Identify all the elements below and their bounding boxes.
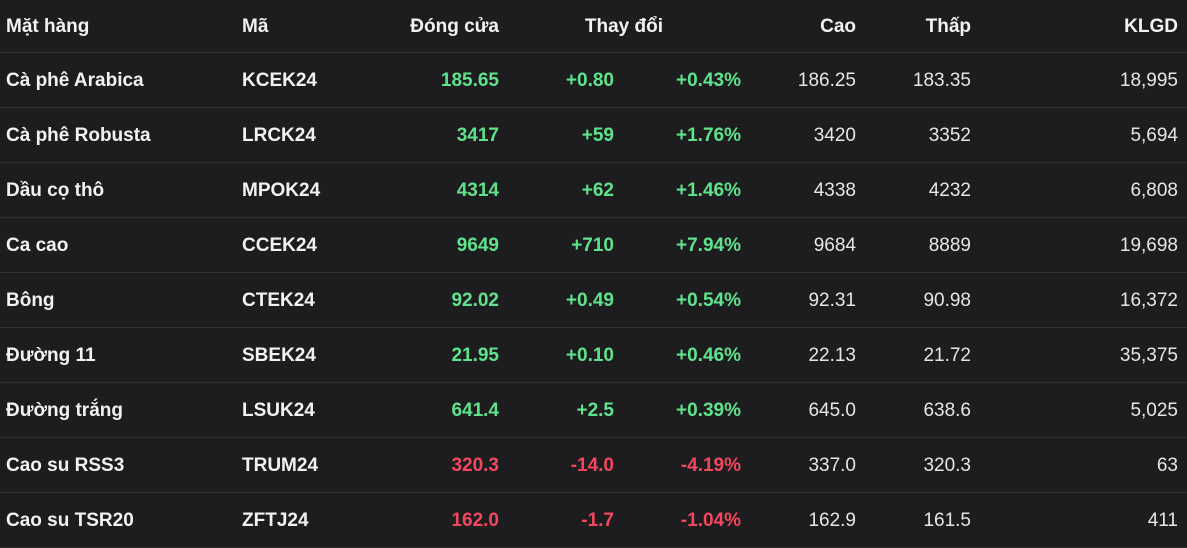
table-row: Cao su TSR20 ZFTJ24 162.0 -1.7 -1.04% 162.9 16…: [0, 493, 1187, 548]
column-header: KLGD: [1124, 16, 1178, 37]
volume: 63: [1156, 455, 1178, 476]
column-header: Cao: [820, 16, 856, 37]
commodity-name: Cà phê Arabica: [6, 70, 144, 91]
low: 90.98: [923, 290, 971, 311]
close-price: 9649: [456, 235, 499, 256]
commodity-name: Cao su RSS3: [6, 455, 125, 476]
low: 320.3: [923, 455, 971, 476]
table-row: Dầu cọ thô MPOK24 4314 +62 +1.46% 4338 4232 6,8…: [0, 163, 1187, 218]
symbol: SBEK24: [242, 345, 316, 366]
symbol: ZFTJ24: [242, 510, 309, 531]
low: 4232: [928, 180, 971, 201]
commodity-name: Bông: [6, 290, 55, 311]
change: +62: [581, 180, 614, 201]
change-percent: -1.04%: [680, 510, 741, 531]
high: 9684: [813, 235, 856, 256]
commodity-name: Cà phê Robusta: [6, 125, 151, 146]
change-percent: +7.94%: [676, 235, 741, 256]
change-percent: -4.19%: [680, 455, 741, 476]
low: 8889: [928, 235, 971, 256]
change: +710: [571, 235, 614, 256]
change-percent: +0.54%: [676, 290, 741, 311]
table-row: Cà phê Arabica KCEK24 185.65 +0.80 +0.43% 186…: [0, 53, 1187, 108]
volume: 5,694: [1130, 125, 1178, 146]
volume: 5,025: [1130, 400, 1178, 421]
column-header: Thấp: [925, 16, 971, 37]
change-percent: +0.43%: [676, 70, 741, 91]
column-header: Mã: [242, 16, 269, 37]
high: 92.31: [808, 290, 856, 311]
low: 638.6: [923, 400, 971, 421]
commodity-name: Ca cao: [6, 235, 69, 256]
change: +0.49: [565, 290, 614, 311]
change: +2.5: [576, 400, 614, 421]
low: 161.5: [923, 510, 971, 531]
column-header: Đóng cửa: [410, 16, 499, 37]
commodity-name: Đường trắng: [6, 400, 123, 421]
close-price: 185.65: [440, 70, 499, 91]
change-percent: +1.46%: [676, 180, 741, 201]
high: 186.25: [797, 70, 856, 91]
table-row: Đường trắng LSUK24 641.4 +2.5 +0.39% 645.0 638…: [0, 383, 1187, 438]
volume: 16,372: [1119, 290, 1178, 311]
column-header: Thay đổi: [584, 16, 663, 37]
volume: 18,995: [1119, 70, 1178, 91]
change: -1.7: [581, 510, 614, 531]
change-percent: +0.46%: [676, 345, 741, 366]
high: 337.0: [808, 455, 856, 476]
high: 162.9: [808, 510, 856, 531]
low: 3352: [928, 125, 971, 146]
low: 21.72: [923, 345, 971, 366]
low: 183.35: [912, 70, 971, 91]
change: +0.80: [565, 70, 614, 91]
symbol: KCEK24: [242, 70, 317, 91]
volume: 19,698: [1119, 235, 1178, 256]
volume: 411: [1147, 510, 1178, 531]
table-row: Ca cao CCEK24 9649 +710 +7.94% 9684 8889 19,698: [0, 218, 1187, 273]
commodity-name: Đường 11: [6, 345, 96, 366]
change: +0.10: [565, 345, 614, 366]
column-header: Mặt hàng: [6, 16, 90, 37]
close-price: 92.02: [451, 290, 499, 311]
commodity-name: Cao su TSR20: [6, 510, 134, 531]
close-price: 162.0: [451, 510, 499, 531]
close-price: 641.4: [451, 400, 499, 421]
volume: 6,808: [1130, 180, 1178, 201]
change: +59: [581, 125, 614, 146]
header-row: Mặt hàng Mã Đóng cửa Thay đổi Cao Thấp KLGD: [0, 0, 1187, 53]
table-row: Bông CTEK24 92.02 +0.49 +0.54% 92.31 90.98 16,3…: [0, 273, 1187, 328]
high: 645.0: [808, 400, 856, 421]
table-row: Cà phê Robusta LRCK24 3417 +59 +1.76% 3420 335…: [0, 108, 1187, 163]
symbol: LSUK24: [242, 400, 315, 421]
high: 3420: [813, 125, 856, 146]
symbol: TRUM24: [242, 455, 319, 476]
close-price: 3417: [456, 125, 499, 146]
high: 22.13: [808, 345, 856, 366]
close-price: 320.3: [451, 455, 499, 476]
high: 4338: [813, 180, 856, 201]
symbol: CTEK24: [242, 290, 315, 311]
symbol: MPOK24: [242, 180, 321, 201]
commodity-name: Dầu cọ thô: [6, 180, 105, 201]
change: -14.0: [570, 455, 614, 476]
change-percent: +0.39%: [676, 400, 741, 421]
symbol: CCEK24: [242, 235, 317, 256]
volume: 35,375: [1119, 345, 1178, 366]
close-price: 4314: [456, 180, 499, 201]
table-row: Đường 11 SBEK24 21.95 +0.10 +0.46% 22.13 21.72…: [0, 328, 1187, 383]
symbol: LRCK24: [242, 125, 316, 146]
close-price: 21.95: [451, 345, 499, 366]
table-row: Cao su RSS3 TRUM24 320.3 -14.0 -4.19% 337.0 32…: [0, 438, 1187, 493]
change-percent: +1.76%: [676, 125, 741, 146]
